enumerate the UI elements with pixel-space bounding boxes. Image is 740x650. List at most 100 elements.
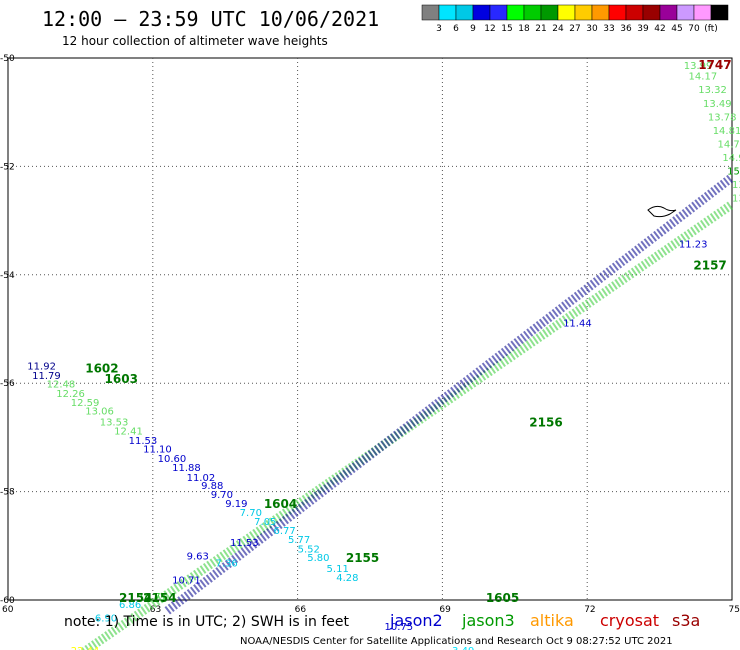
time-label: 1602 xyxy=(85,361,118,375)
wave-height-label: 14.75 xyxy=(718,139,740,150)
wave-height-label: 5.52 xyxy=(298,544,320,555)
y-tick-label: -56 xyxy=(0,379,15,389)
wave-height-label: 11.53 xyxy=(230,538,259,549)
wave-height-label: 13.49 xyxy=(703,99,732,110)
legend-entry-cryosat: cryosat xyxy=(600,611,659,630)
colorbar-tick-label: 15 xyxy=(501,24,512,34)
wave-height-label: 5.11 xyxy=(327,564,349,575)
y-tick-label: -54 xyxy=(0,271,15,281)
colorbar-swatch xyxy=(489,4,508,21)
wave-height-label: 12.48 xyxy=(47,380,76,391)
wave-height-label: 10.60 xyxy=(158,454,187,465)
colorbar-tick-label: 27 xyxy=(569,24,580,34)
wave-height-label: 5.80 xyxy=(307,553,329,564)
wave-height-label: 13.06 xyxy=(85,407,114,418)
x-tick-label: 60 xyxy=(2,605,14,615)
legend-entry-jason3: jason3 xyxy=(461,611,515,630)
wave-height-label: 3.49 xyxy=(452,646,474,650)
colorbar-tick-label: 42 xyxy=(654,24,665,34)
time-label: 1604 xyxy=(264,497,297,511)
data-points: 11.9211.7912.4812.2612.5913.0613.5312.41… xyxy=(27,61,740,650)
time-label: 1605 xyxy=(486,591,519,605)
colorbar-tick-label: 33 xyxy=(603,24,614,34)
wave-height-label: 6.77 xyxy=(273,526,295,537)
legend-entry-jason2: jason2 xyxy=(389,611,443,630)
wave-height-label: 13.77 xyxy=(732,194,740,205)
wave-height-label: 22.44 xyxy=(71,646,100,650)
legend-entry-altika: altika xyxy=(530,611,574,630)
time-label: 2157 xyxy=(693,258,726,272)
wave-height-label: 9.88 xyxy=(201,481,223,492)
footer-note: note: 1) Time is in UTC; 2) SWH is in fe… xyxy=(64,614,350,630)
island-outline xyxy=(647,205,677,218)
colorbar-tick-label: 3 xyxy=(436,24,442,34)
wave-height-label: 11.92 xyxy=(27,362,56,373)
wave-height-label: 13.99 xyxy=(684,61,713,72)
grid xyxy=(8,58,732,600)
wave-height-label: 11.44 xyxy=(563,318,592,329)
colorbar-swatch xyxy=(421,4,440,21)
wave-height-label: 9.19 xyxy=(225,499,247,510)
y-tick-label: -50 xyxy=(0,54,15,64)
footer-credit: NOAA/NESDIS Center for Satellite Applica… xyxy=(240,636,673,647)
colorbar-swatch xyxy=(693,4,712,21)
time-label: 1747 xyxy=(698,58,731,72)
wave-height-label: 10.71 xyxy=(138,592,167,603)
jason2-track xyxy=(164,173,735,615)
colorbar-swatch xyxy=(540,4,559,21)
colorbar-tick-label: 70 xyxy=(688,24,700,34)
legend: jason2 jason3 altika cryosat s3a xyxy=(389,611,700,630)
colorbar-tick-label: 36 xyxy=(620,24,632,34)
wave-height-label: 7.36 xyxy=(216,558,238,569)
colorbar-swatch xyxy=(710,4,729,21)
x-tick-label: 75 xyxy=(729,605,740,615)
wave-height-label: 6.90 xyxy=(95,614,117,625)
wave-height-label: 4.28 xyxy=(336,573,358,584)
wave-height-label: 12.26 xyxy=(56,389,85,400)
x-tick-label: 72 xyxy=(584,605,595,615)
colorbar: 3 6 9 12 15 18 21 24 27 30 33 36 39 42 45 70 (ft) xyxy=(421,4,729,34)
wave-height-label: 11.10 xyxy=(143,445,172,456)
colorbar-tick-label: 21 xyxy=(535,24,546,34)
time-label: 2156 xyxy=(529,416,562,430)
plot-frame xyxy=(7,57,733,601)
x-axis-ticks: 60 63 66 69 72 75 xyxy=(2,605,740,615)
wave-height-label: 11.88 xyxy=(172,463,201,474)
colorbar-tick-label: 9 xyxy=(470,24,476,34)
colorbar-swatch xyxy=(557,4,576,21)
wave-height-label: 11.79 xyxy=(32,371,61,382)
colorbar-tick-label: 12 xyxy=(484,24,495,34)
y-tick-label: -58 xyxy=(0,488,15,498)
colorbar-swatch xyxy=(574,4,593,21)
wave-height-label: 14.81 xyxy=(713,126,740,137)
chart-subtitle: 12 hour collection of altimeter wave hei… xyxy=(62,34,328,48)
wave-height-label: 14.17 xyxy=(689,72,718,83)
colorbar-tick-label: (ft) xyxy=(704,24,718,34)
wave-height-label: 10.75 xyxy=(384,622,413,633)
colorbar-swatch xyxy=(591,4,610,21)
wave-height-label: 7.05 xyxy=(254,517,276,528)
wave-height-label: 12.59 xyxy=(71,398,100,409)
chart-title: 12:00 – 23:59 UTC 10/06/2021 xyxy=(42,7,379,31)
colorbar-swatch xyxy=(608,4,627,21)
colorbar-tick-label: 30 xyxy=(586,24,598,34)
wave-height-label: 13.78 xyxy=(708,112,737,123)
colorbar-tick-label: 6 xyxy=(453,24,459,34)
tracks xyxy=(78,173,735,650)
wave-height-label: 15.15 xyxy=(727,167,740,178)
x-tick-label: 63 xyxy=(150,605,161,615)
colorbar-swatch xyxy=(438,4,457,21)
colorbar-swatch xyxy=(625,4,644,21)
wave-height-label: 9.63 xyxy=(187,551,209,562)
wave-height-label: 10.71 xyxy=(172,576,201,587)
wave-height-label: 11.02 xyxy=(187,473,216,484)
x-tick-label: 66 xyxy=(295,605,307,615)
wave-height-label: 7.70 xyxy=(240,508,262,519)
wave-height-label: 11.23 xyxy=(679,240,708,251)
colorbar-swatch xyxy=(642,4,661,21)
wave-height-label: 5.77 xyxy=(288,535,310,546)
time-label: 2154 xyxy=(143,591,176,605)
time-label: 2154 xyxy=(119,591,152,605)
x-tick-label: 69 xyxy=(439,605,451,615)
